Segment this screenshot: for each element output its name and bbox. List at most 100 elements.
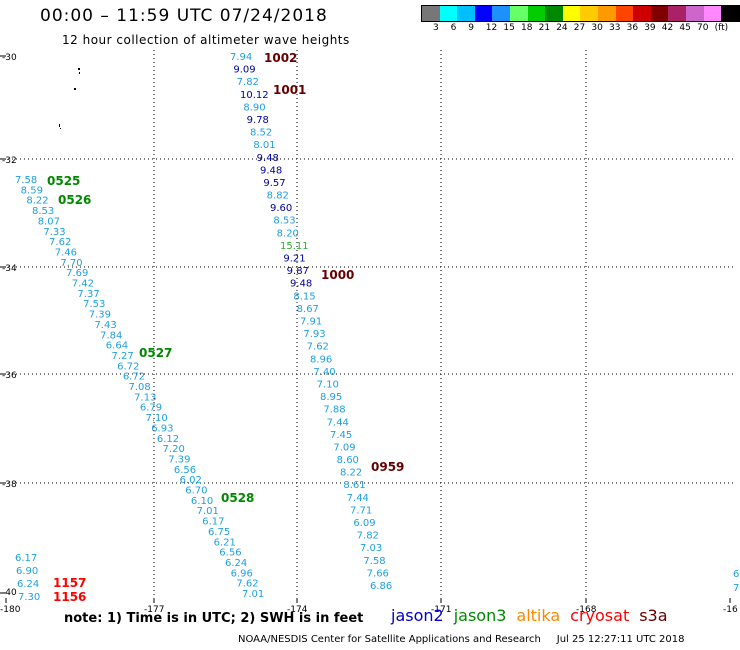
legend-label: 36 [626,23,639,33]
legend-label: 45 [679,23,691,33]
swh-label: 7.08 [129,382,151,393]
swh-label: 8.07 [38,216,60,227]
swh-label-fragment: 6 [733,569,739,580]
swh-label: 8.90 [243,102,265,113]
pass-time-label: 0527 [139,346,172,360]
legend-label: 6 [450,23,457,33]
legend-swatch [545,6,563,21]
altimeter-track: 7.588.598.228.538.077.337.627.467.707.69… [15,174,264,600]
swh-label: 7.40 [313,367,335,378]
swh-label: 7.33 [43,227,65,238]
pass-time-label: 1002 [264,51,297,65]
swh-label: 7.44 [347,493,369,504]
lat-tick-label: -30 [2,53,17,63]
legend-label: 42 [661,23,674,33]
swh-label: 6.09 [353,518,375,529]
pass-time-label: 1000 [321,268,354,282]
satellite-legend: jason2 jason3 altika cryosat s3a [391,606,678,625]
lat-tick-label: -34 [2,264,17,274]
pass-time-label: 1001 [273,83,306,97]
swh-label: 9.48 [290,279,312,290]
swh-label: 7.71 [350,505,372,516]
swh-label: 7.46 [55,247,77,258]
swh-label: 7.94 [230,52,252,63]
legend-label: 39 [644,23,656,33]
swh-label: 6.86 [370,581,392,592]
legend-swatch [580,6,598,21]
legend-label: 70 [697,23,709,33]
lat-tick-label: -38 [2,480,17,490]
swh-label: 6.75 [208,527,230,538]
swh-label: 8.60 [337,455,359,466]
swh-label: 6.90 [16,566,38,577]
swh-label: 7.37 [77,289,99,300]
legend-swatch [615,6,634,21]
swh-label: 7.45 [330,430,352,441]
swh-label: 7.88 [323,405,345,416]
generated-timestamp: Jul 25 12:27:11 UTC 2018 [556,634,685,645]
swh-label: 7.62 [307,342,329,353]
legend-swatch [597,6,616,21]
legend-swatch [422,6,440,21]
swh-label: 7.10 [317,379,339,390]
swh-label: 7.44 [327,417,349,428]
swh-label: 7.27 [111,351,133,362]
swh-label: 6.56 [174,465,196,476]
credit-line: NOAA/NESDIS Center for Satellite Applica… [238,634,684,645]
legend-label: 12 [485,23,498,33]
swh-label: 7.69 [66,268,88,279]
swh-label: 9.48 [260,165,282,176]
swh-label: 7.13 [134,392,156,403]
swh-label: 7.53 [83,299,105,310]
swh-label: 6.02 [180,475,202,486]
legend-swatch [474,6,493,21]
satellite-cryosat: cryosat [570,606,630,625]
swh-label: 7.58 [15,175,37,186]
island-marks [59,68,80,129]
swh-label: 8.95 [320,392,342,403]
satellite-jason2: jason2 [391,606,444,625]
lon-tick-label: -168 [576,605,597,615]
swh-label: 6.64 [106,341,128,352]
swh-label: 8.20 [277,228,299,239]
lon-tick-label: -174 [287,605,308,615]
credit-text: NOAA/NESDIS Center for Satellite Applica… [238,634,541,645]
swh-label: 6.10 [191,496,213,507]
swh-label: 9.87 [287,266,309,277]
swh-label: 8.52 [250,128,272,139]
swh-label: 7.43 [94,320,116,331]
swh-label: 6.17 [15,553,37,564]
swh-label: 6.72 [123,372,145,383]
pass-time-label: 0959 [371,460,404,474]
swh-label: 6.21 [214,537,236,548]
swh-label: 7.58 [363,556,385,567]
satellite-altika: altika [516,606,561,625]
swh-label: 6.12 [157,434,179,445]
swh-label: 8.15 [293,291,315,302]
swh-label: 8.22 [340,468,362,479]
swh-label: 8.67 [297,304,319,315]
swh-label: 7.10 [146,413,168,424]
swh-label: 6.17 [202,517,224,528]
legend-swatch [439,6,458,21]
swh-label: 8.96 [310,354,332,365]
legend-label: 21 [538,23,551,33]
swh-label: 7.01 [242,589,264,600]
map-title: 00:00 – 11:59 UTC 07/24/2018 [40,6,328,26]
swh-label: 6.93 [151,423,173,434]
swh-label: 7.93 [303,329,325,340]
swh-label: 7.42 [72,279,94,290]
swh-label: 7.03 [360,543,382,554]
swh-label: 9.48 [257,153,279,164]
legend-swatch [650,6,669,21]
swh-label: 10.12 [240,90,269,101]
legend-swatch [685,6,704,21]
pass-time-label: 0526 [58,193,91,207]
swh-label: 15.11 [280,241,309,252]
legend-label: (ft) [714,23,729,33]
swh-label: 9.09 [233,65,255,76]
lat-tick-label: -32 [2,156,17,166]
swh-label: 6.79 [140,403,162,414]
